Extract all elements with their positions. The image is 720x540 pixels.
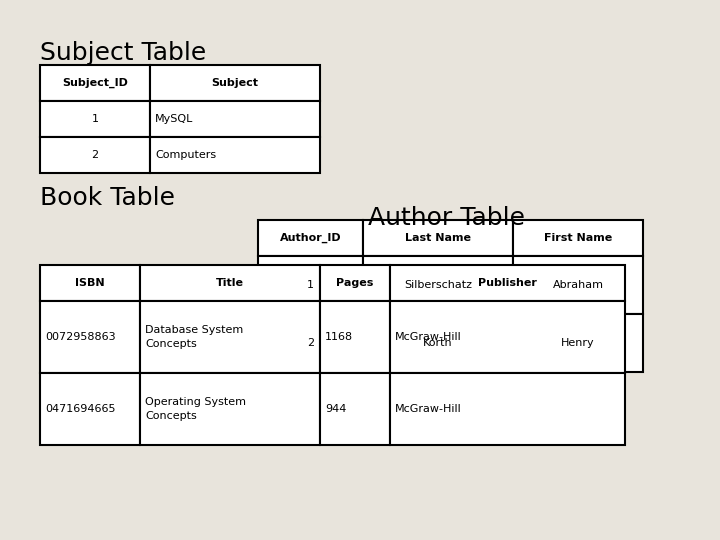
Text: 0072958863: 0072958863 [45,332,116,342]
Text: 0471694665: 0471694665 [45,404,115,414]
Bar [150,101,320,137]
Text: Publisher: Publisher [478,278,537,288]
Bar [40,65,150,101]
Bar [140,265,320,301]
Bar [40,373,140,445]
Bar [513,256,643,314]
Text: Pages: Pages [336,278,374,288]
Text: Author_ID: Author_ID [279,233,341,243]
Text: Title: Title [216,278,244,288]
Bar [390,373,625,445]
Text: Silberschatz: Silberschatz [404,280,472,290]
Text: 2: 2 [91,150,99,160]
Bar [320,301,390,373]
Text: 1168: 1168 [325,332,353,342]
Bar [258,314,363,372]
Text: Operating System
Concepts: Operating System Concepts [145,397,246,421]
Text: McGraw-Hill: McGraw-Hill [395,332,462,342]
Text: Last Name: Last Name [405,233,471,243]
Bar [40,101,150,137]
Text: ISBN: ISBN [75,278,105,288]
Bar [513,220,643,256]
Text: Abraham: Abraham [552,280,603,290]
Bar [140,373,320,445]
Text: 1: 1 [91,114,99,124]
Bar [320,265,390,301]
Bar [258,256,363,314]
Text: First Name: First Name [544,233,612,243]
Bar [320,373,390,445]
Text: 1: 1 [307,280,314,290]
Bar [390,265,625,301]
Bar [150,65,320,101]
Bar [40,301,140,373]
Text: McGraw-Hill: McGraw-Hill [395,404,462,414]
Bar [258,220,363,256]
Bar [150,137,320,173]
Text: Book Table: Book Table [40,186,175,210]
Bar [40,137,150,173]
Text: Computers: Computers [155,150,216,160]
Text: Database System
Concepts: Database System Concepts [145,326,243,349]
Text: Author Table: Author Table [368,206,525,230]
Bar [363,256,513,314]
Text: Subject_ID: Subject_ID [62,78,128,88]
Text: Subject Table: Subject Table [40,41,206,65]
Text: Korth: Korth [423,338,453,348]
Text: 944: 944 [325,404,346,414]
Bar [390,301,625,373]
Bar [363,220,513,256]
Bar [363,314,513,372]
Text: Henry: Henry [561,338,595,348]
Text: MySQL: MySQL [155,114,194,124]
Bar [513,314,643,372]
Text: Subject: Subject [212,78,258,88]
Bar [140,301,320,373]
Bar [40,265,140,301]
Text: 2: 2 [307,338,314,348]
